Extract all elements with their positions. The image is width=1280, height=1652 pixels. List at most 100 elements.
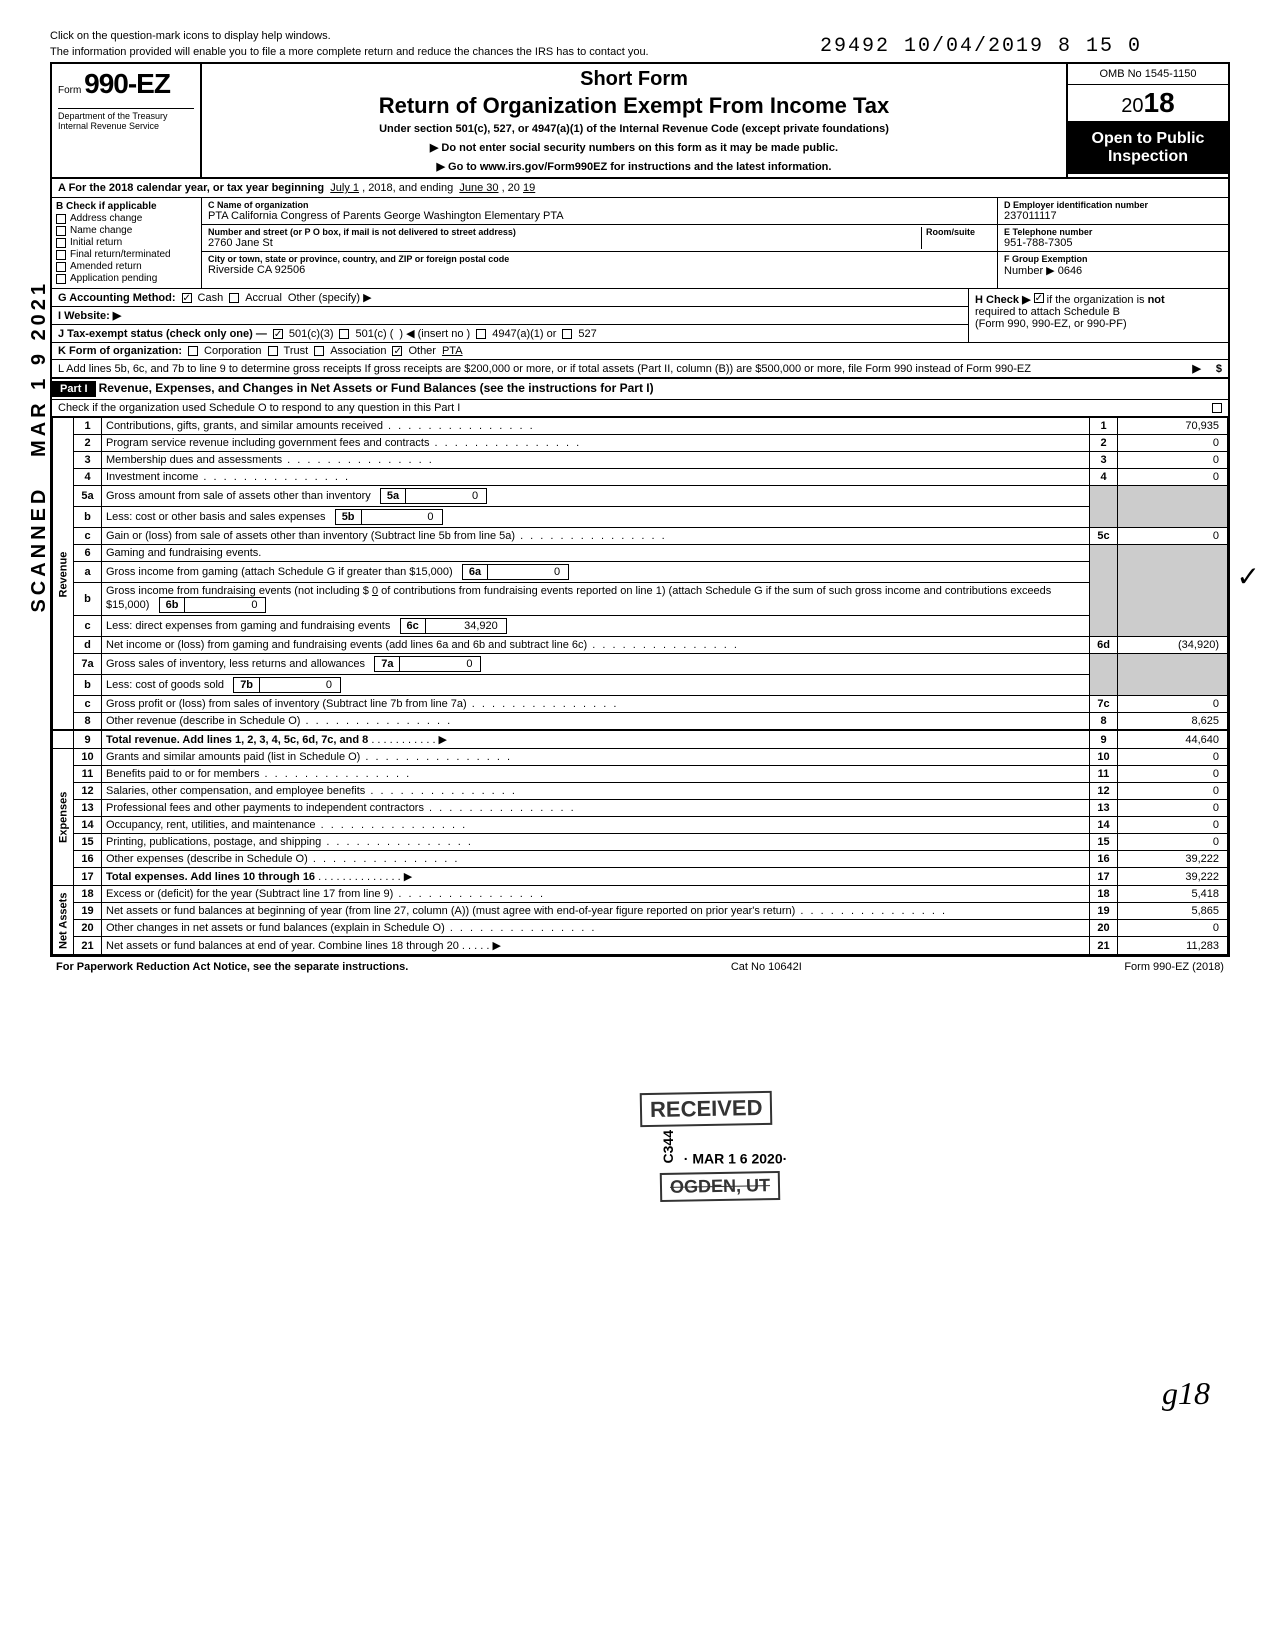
cb-schedule-b[interactable] bbox=[1034, 293, 1044, 303]
l5b-num: b bbox=[74, 507, 102, 528]
open-public-2: Inspection bbox=[1072, 148, 1224, 166]
cb-final-return[interactable] bbox=[56, 250, 66, 260]
cb-4947[interactable] bbox=[476, 329, 486, 339]
l6b-contrib[interactable]: 0 bbox=[372, 585, 378, 597]
ein-label: D Employer identification number bbox=[1004, 200, 1222, 210]
l7a-bl: 7a bbox=[375, 657, 400, 671]
l10-rn: 10 bbox=[1090, 749, 1118, 766]
cb-501c3[interactable] bbox=[273, 329, 283, 339]
l7-shade-val bbox=[1118, 654, 1228, 696]
l5c-val[interactable]: 0 bbox=[1118, 528, 1228, 545]
form-header: Form 990-EZ Department of the Treasury I… bbox=[52, 64, 1228, 179]
l4-val[interactable]: 0 bbox=[1118, 469, 1228, 486]
footer-right: Form 990-EZ (2018) bbox=[1124, 961, 1224, 973]
l16-val[interactable]: 39,222 bbox=[1118, 851, 1228, 868]
l18-val[interactable]: 5,418 bbox=[1118, 886, 1228, 903]
l5b-bv[interactable]: 0 bbox=[362, 510, 442, 524]
short-form-title: Short Form bbox=[210, 68, 1058, 91]
l14-val[interactable]: 0 bbox=[1118, 817, 1228, 834]
l19-val[interactable]: 5,865 bbox=[1118, 903, 1228, 920]
part1-check-note: Check if the organization used Schedule … bbox=[58, 402, 1206, 414]
lbl-application-pending: Application pending bbox=[70, 273, 157, 284]
cb-assoc[interactable] bbox=[314, 346, 324, 356]
l3-num: 3 bbox=[74, 452, 102, 469]
l6-num: 6 bbox=[74, 545, 102, 562]
cb-name-change[interactable] bbox=[56, 226, 66, 236]
cb-corp[interactable] bbox=[188, 346, 198, 356]
l17-val[interactable]: 39,222 bbox=[1118, 868, 1228, 886]
cb-accrual[interactable] bbox=[229, 293, 239, 303]
l6a-bv[interactable]: 0 bbox=[488, 565, 568, 579]
tel-value[interactable]: 951-788-7305 bbox=[1004, 237, 1222, 249]
l10-val[interactable]: 0 bbox=[1118, 749, 1228, 766]
l17-desc: Total expenses. Add lines 10 through 16 … bbox=[102, 868, 1090, 886]
row-a-begin[interactable]: July 1 bbox=[330, 182, 359, 194]
l6-desc: Gaming and fundraising events. bbox=[102, 545, 1090, 562]
ein-value[interactable]: 237011117 bbox=[1004, 210, 1222, 222]
city-value[interactable]: Riverside CA 92506 bbox=[208, 264, 991, 276]
l6b-bv[interactable]: 0 bbox=[185, 598, 265, 612]
group-num-label: Number ▶ bbox=[1004, 265, 1055, 277]
l8-num: 8 bbox=[74, 713, 102, 731]
l5ab-shade-val bbox=[1118, 486, 1228, 528]
cb-address-change[interactable] bbox=[56, 214, 66, 224]
l5a-bv[interactable]: 0 bbox=[406, 489, 486, 503]
l1-rn: 1 bbox=[1090, 418, 1118, 435]
l9-rn: 9 bbox=[1090, 730, 1118, 749]
lbl-corp: Corporation bbox=[204, 345, 261, 357]
row-i: I Website: ▶ bbox=[52, 307, 968, 325]
row-i-label: I Website: ▶ bbox=[58, 309, 121, 322]
row-a-mid: , 2018, and ending bbox=[362, 182, 453, 194]
part1-title: Revenue, Expenses, and Changes in Net As… bbox=[99, 381, 654, 395]
street-value[interactable]: 2760 Jane St bbox=[208, 237, 921, 249]
l3-val[interactable]: 0 bbox=[1118, 452, 1228, 469]
l2-rn: 2 bbox=[1090, 435, 1118, 452]
row-a-suffix: , 20 bbox=[502, 182, 520, 194]
footer-mid: Cat No 10642I bbox=[731, 961, 802, 973]
l1-val[interactable]: 70,935 bbox=[1118, 418, 1228, 435]
l1-num: 1 bbox=[74, 418, 102, 435]
cb-schedule-o[interactable] bbox=[1212, 403, 1222, 413]
row-h-note3: (Form 990, 990-EZ, or 990-PF) bbox=[975, 318, 1127, 330]
l9-val[interactable]: 44,640 bbox=[1118, 730, 1228, 749]
scanned-text: SCANNED bbox=[28, 486, 50, 613]
org-name[interactable]: PTA California Congress of Parents Georg… bbox=[208, 210, 991, 222]
cb-cash[interactable] bbox=[182, 293, 192, 303]
l7a-num: 7a bbox=[74, 654, 102, 675]
l7b-bv[interactable]: 0 bbox=[260, 678, 340, 692]
l2-val[interactable]: 0 bbox=[1118, 435, 1228, 452]
l15-val[interactable]: 0 bbox=[1118, 834, 1228, 851]
l6d-val[interactable]: (34,920) bbox=[1118, 637, 1228, 654]
city-label: City or town, state or province, country… bbox=[208, 254, 991, 264]
l11-num: 11 bbox=[74, 766, 102, 783]
l11-val[interactable]: 0 bbox=[1118, 766, 1228, 783]
l18-desc: Excess or (deficit) for the year (Subtra… bbox=[102, 886, 1090, 903]
l6c-bv[interactable]: 34,920 bbox=[426, 619, 506, 633]
cb-initial-return[interactable] bbox=[56, 238, 66, 248]
l12-val[interactable]: 0 bbox=[1118, 783, 1228, 800]
cb-trust[interactable] bbox=[268, 346, 278, 356]
cb-application-pending[interactable] bbox=[56, 274, 66, 284]
l15-desc: Printing, publications, postage, and shi… bbox=[102, 834, 1090, 851]
l13-val[interactable]: 0 bbox=[1118, 800, 1228, 817]
l7-shade bbox=[1090, 654, 1118, 696]
row-a-endyear[interactable]: 19 bbox=[523, 182, 535, 194]
row-a-end[interactable]: June 30 bbox=[459, 182, 498, 194]
l7a-bv[interactable]: 0 bbox=[400, 657, 480, 671]
header-left: Form 990-EZ Department of the Treasury I… bbox=[52, 64, 202, 177]
l8-val[interactable]: 8,625 bbox=[1118, 713, 1228, 731]
l21-val[interactable]: 11,283 bbox=[1118, 937, 1228, 955]
l6c-bl: 6c bbox=[401, 619, 426, 633]
l6a-num: a bbox=[74, 562, 102, 583]
cb-amended-return[interactable] bbox=[56, 262, 66, 272]
l5a-bl: 5a bbox=[381, 489, 406, 503]
received-stamp: RECEIVED bbox=[640, 1091, 773, 1127]
l20-val[interactable]: 0 bbox=[1118, 920, 1228, 937]
cb-527[interactable] bbox=[562, 329, 572, 339]
l1-desc: Contributions, gifts, grants, and simila… bbox=[102, 418, 1090, 435]
cb-other-org[interactable] bbox=[392, 346, 402, 356]
group-num-value[interactable]: 0646 bbox=[1058, 265, 1082, 277]
other-org-value[interactable]: PTA bbox=[442, 345, 463, 357]
l7c-val[interactable]: 0 bbox=[1118, 696, 1228, 713]
cb-501c[interactable] bbox=[339, 329, 349, 339]
